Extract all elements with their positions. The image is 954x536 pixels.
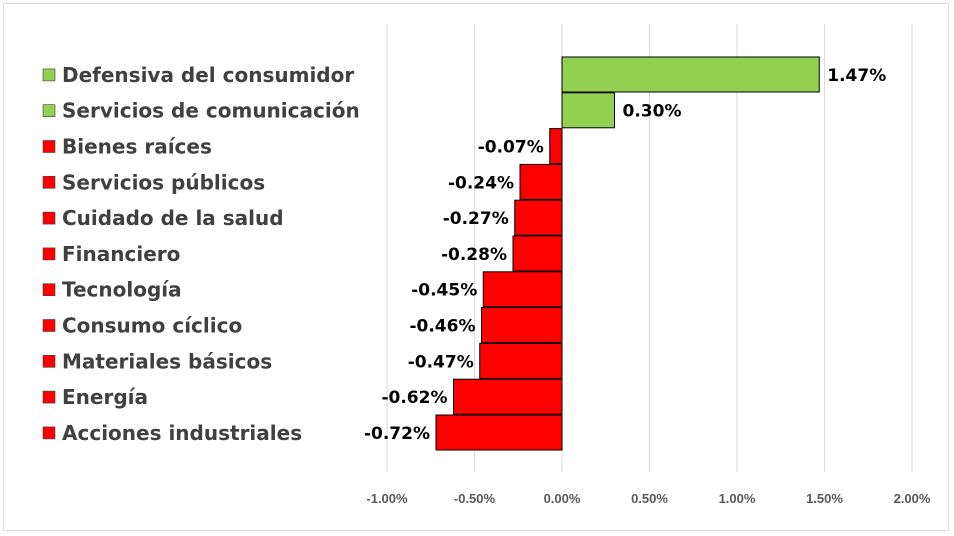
x-tick-label: 0.00% (544, 491, 581, 506)
legend-marker (42, 140, 56, 153)
data-label: -0.24% (448, 173, 514, 193)
legend-label: Consumo cíclico (62, 314, 242, 338)
x-tick-label: 1.50% (806, 491, 843, 506)
data-label: -0.27% (443, 209, 509, 229)
x-tick-label: 0.50% (631, 491, 668, 506)
data-label: -0.62% (381, 388, 447, 408)
data-label: -0.45% (411, 281, 477, 301)
data-label: -0.07% (478, 138, 544, 158)
x-tick-label: 1.00% (719, 491, 756, 506)
legend-label: Defensiva del consumidor (62, 63, 354, 87)
legend-marker (42, 247, 56, 261)
bar (549, 128, 563, 165)
bar (512, 235, 563, 272)
data-label: -0.47% (408, 352, 474, 372)
legend-marker (42, 319, 56, 332)
legend-label: Financiero (62, 242, 180, 266)
data-label: 1.47% (827, 66, 886, 86)
bar (561, 56, 820, 93)
legend-label: Energía (62, 385, 148, 409)
legend-label: Acciones industriales (62, 421, 302, 445)
legend-marker (42, 426, 56, 440)
legend-marker (42, 354, 56, 368)
legend-label: Bienes raíces (62, 135, 212, 159)
bar (435, 414, 563, 451)
bar (519, 163, 563, 200)
bar (561, 92, 615, 129)
bar-chart: -1.00% -0.50% 0.00% 0.50% 1.00% 1.50% 2.00% 1.4… (42, 24, 931, 506)
bar (453, 378, 563, 415)
legend-marker (42, 283, 56, 297)
bar (514, 199, 563, 236)
legend-label: Tecnología (62, 278, 182, 302)
legend-label: Materiales básicos (62, 349, 272, 373)
data-label: -0.72% (364, 424, 430, 444)
bar (479, 342, 563, 379)
legend-label: Servicios públicos (62, 170, 265, 194)
data-label: -0.46% (409, 317, 475, 337)
bar (481, 307, 563, 344)
legend-marker (42, 176, 56, 189)
bar (482, 271, 563, 308)
legend-marker (42, 390, 56, 404)
legend-label: Servicios de comunicación (62, 99, 360, 123)
data-label: 0.30% (623, 102, 682, 122)
data-label: -0.28% (441, 245, 507, 265)
legend-label: Cuidado de la salud (62, 206, 284, 230)
chart-frame: -1.00% -0.50% 0.00% 0.50% 1.00% 1.50% 2.00% 1.4… (3, 3, 949, 531)
x-tick-label: 2.00% (894, 491, 931, 506)
x-tick-label: -0.50% (454, 491, 496, 506)
x-tick-label: -1.00% (366, 491, 408, 506)
legend-marker (42, 104, 56, 117)
legend-marker (42, 68, 56, 82)
legend-marker (42, 211, 56, 225)
